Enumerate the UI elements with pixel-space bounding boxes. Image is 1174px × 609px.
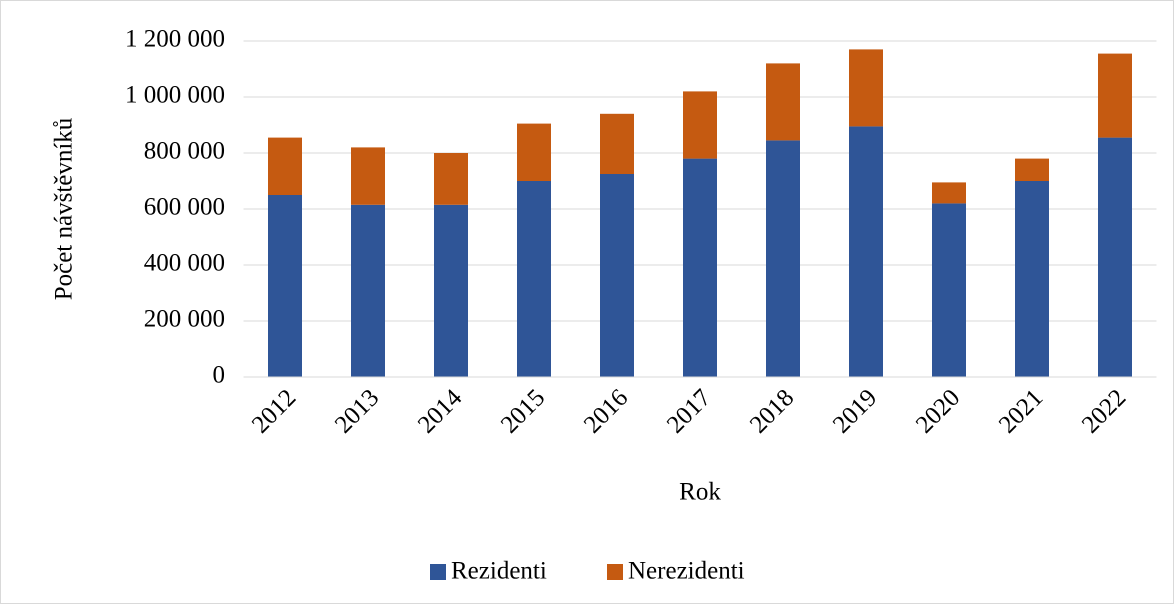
bar-segment <box>766 63 800 141</box>
bar-segment <box>434 204 468 377</box>
bar-segment <box>932 182 966 204</box>
bar-segment <box>351 204 385 377</box>
bar-segment <box>683 158 717 377</box>
legend-swatch <box>430 564 446 580</box>
y-axis-title: Počet návštěvníků <box>51 117 78 300</box>
bar-segment <box>1098 137 1132 377</box>
y-tick-label: 600 000 <box>144 194 225 221</box>
bar-segment <box>600 174 634 377</box>
bar-segment <box>1015 181 1049 377</box>
legend-label: Nerezidenti <box>628 558 745 585</box>
bar-segment <box>351 147 385 205</box>
bar-segment <box>434 153 468 205</box>
y-tick-label: 0 <box>213 362 226 389</box>
bar-segment <box>766 140 800 377</box>
y-tick-label: 1 000 000 <box>125 82 225 109</box>
bar-segment <box>1098 53 1132 138</box>
bar-segment <box>683 91 717 159</box>
legend-label: Rezidenti <box>451 558 547 585</box>
bar-segment <box>932 203 966 377</box>
bar-segment <box>849 126 883 378</box>
bar-segment <box>268 137 302 195</box>
bar-segment <box>517 181 551 377</box>
y-tick-label: 800 000 <box>144 138 225 165</box>
bar-segment <box>849 49 883 127</box>
bar-segment <box>268 195 302 377</box>
bar-segment <box>1015 158 1049 181</box>
bar-segment <box>600 113 634 174</box>
bar-segment <box>517 123 551 181</box>
legend-swatch <box>607 564 623 580</box>
y-tick-label: 1 200 000 <box>125 26 225 53</box>
x-axis-title: Rok <box>679 479 721 506</box>
y-tick-label: 400 000 <box>144 250 225 277</box>
y-tick-label: 200 000 <box>144 306 225 333</box>
